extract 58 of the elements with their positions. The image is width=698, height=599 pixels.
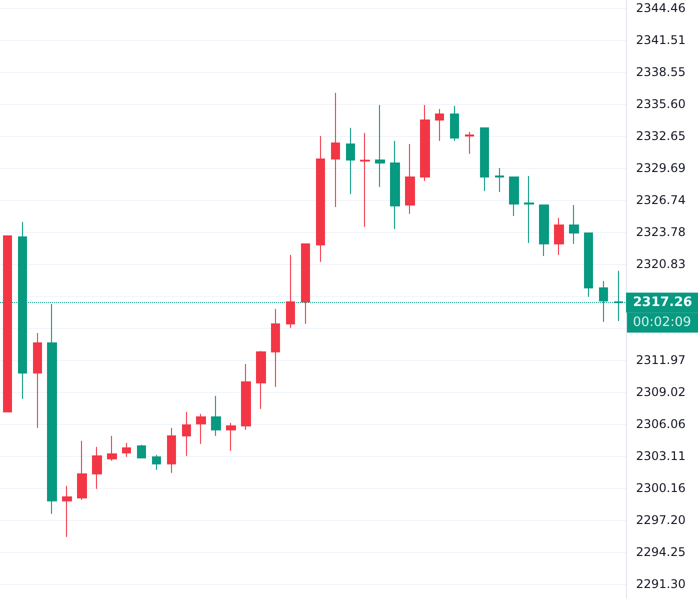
y-tick-label: 2332.65 (636, 128, 686, 143)
candlestick (509, 176, 519, 216)
y-tick-label: 2338.55 (636, 65, 686, 80)
candlestick (33, 332, 42, 428)
candlestick (182, 411, 191, 456)
y-tick-label: 2306.06 (636, 416, 686, 431)
candlestick (346, 127, 355, 194)
candlestick (241, 363, 251, 430)
candlestick (256, 350, 266, 410)
candlestick (316, 135, 325, 262)
ref-line-label: 2317.26 (633, 295, 692, 310)
y-tick-label: 2309.02 (636, 384, 686, 399)
candlestick (226, 422, 236, 452)
candlestick (390, 140, 400, 230)
y-tick-label: 2297.20 (636, 512, 686, 527)
candlestick (375, 104, 385, 188)
candlestick (3, 235, 12, 412)
text: 00:02:09 (632, 315, 692, 330)
candlestick (584, 232, 593, 298)
candlestick (286, 254, 295, 328)
candlestick (435, 108, 444, 142)
candlestick (167, 427, 176, 474)
candlestick (465, 131, 474, 154)
y-tick-label: 2344.46 (636, 1, 686, 16)
y-tick-label: 2320.83 (636, 256, 686, 271)
candlestick (480, 127, 489, 192)
y-tick-label: 2341.51 (636, 32, 686, 47)
y-tick-label: 2311.97 (636, 352, 686, 367)
candlestick (77, 440, 87, 500)
candlestick (122, 442, 131, 458)
y-tick-label: 2326.74 (636, 192, 686, 207)
candlestick (405, 143, 415, 214)
candlestick (360, 132, 370, 228)
y-tick-label: 2300.16 (636, 480, 686, 495)
candlestick (539, 204, 549, 256)
y-tick-label: 2323.78 (636, 225, 686, 240)
y-tick-label: 2291.30 (636, 576, 686, 591)
y-tick-label: 2303.11 (636, 448, 686, 463)
candlestick (107, 435, 117, 462)
candlestick (450, 105, 459, 142)
candlestick (495, 168, 504, 192)
candlestick (211, 395, 221, 436)
candlestick (331, 92, 340, 208)
candlestick (92, 446, 102, 490)
candlestick (62, 485, 72, 538)
candlestick (420, 104, 430, 182)
candlestick (47, 303, 57, 514)
candlestick (271, 308, 280, 388)
y-tick-label: 2335.60 (636, 96, 686, 111)
candlestick (554, 217, 564, 256)
candlestick (569, 204, 579, 244)
candlestick (196, 413, 206, 444)
y-tick-label: 2329.69 (636, 161, 686, 175)
candlestick (524, 176, 534, 244)
candlestick (301, 243, 310, 324)
y-tick-label: 2294.25 (636, 544, 686, 559)
candlestick (137, 444, 146, 458)
candlestick (152, 454, 161, 470)
